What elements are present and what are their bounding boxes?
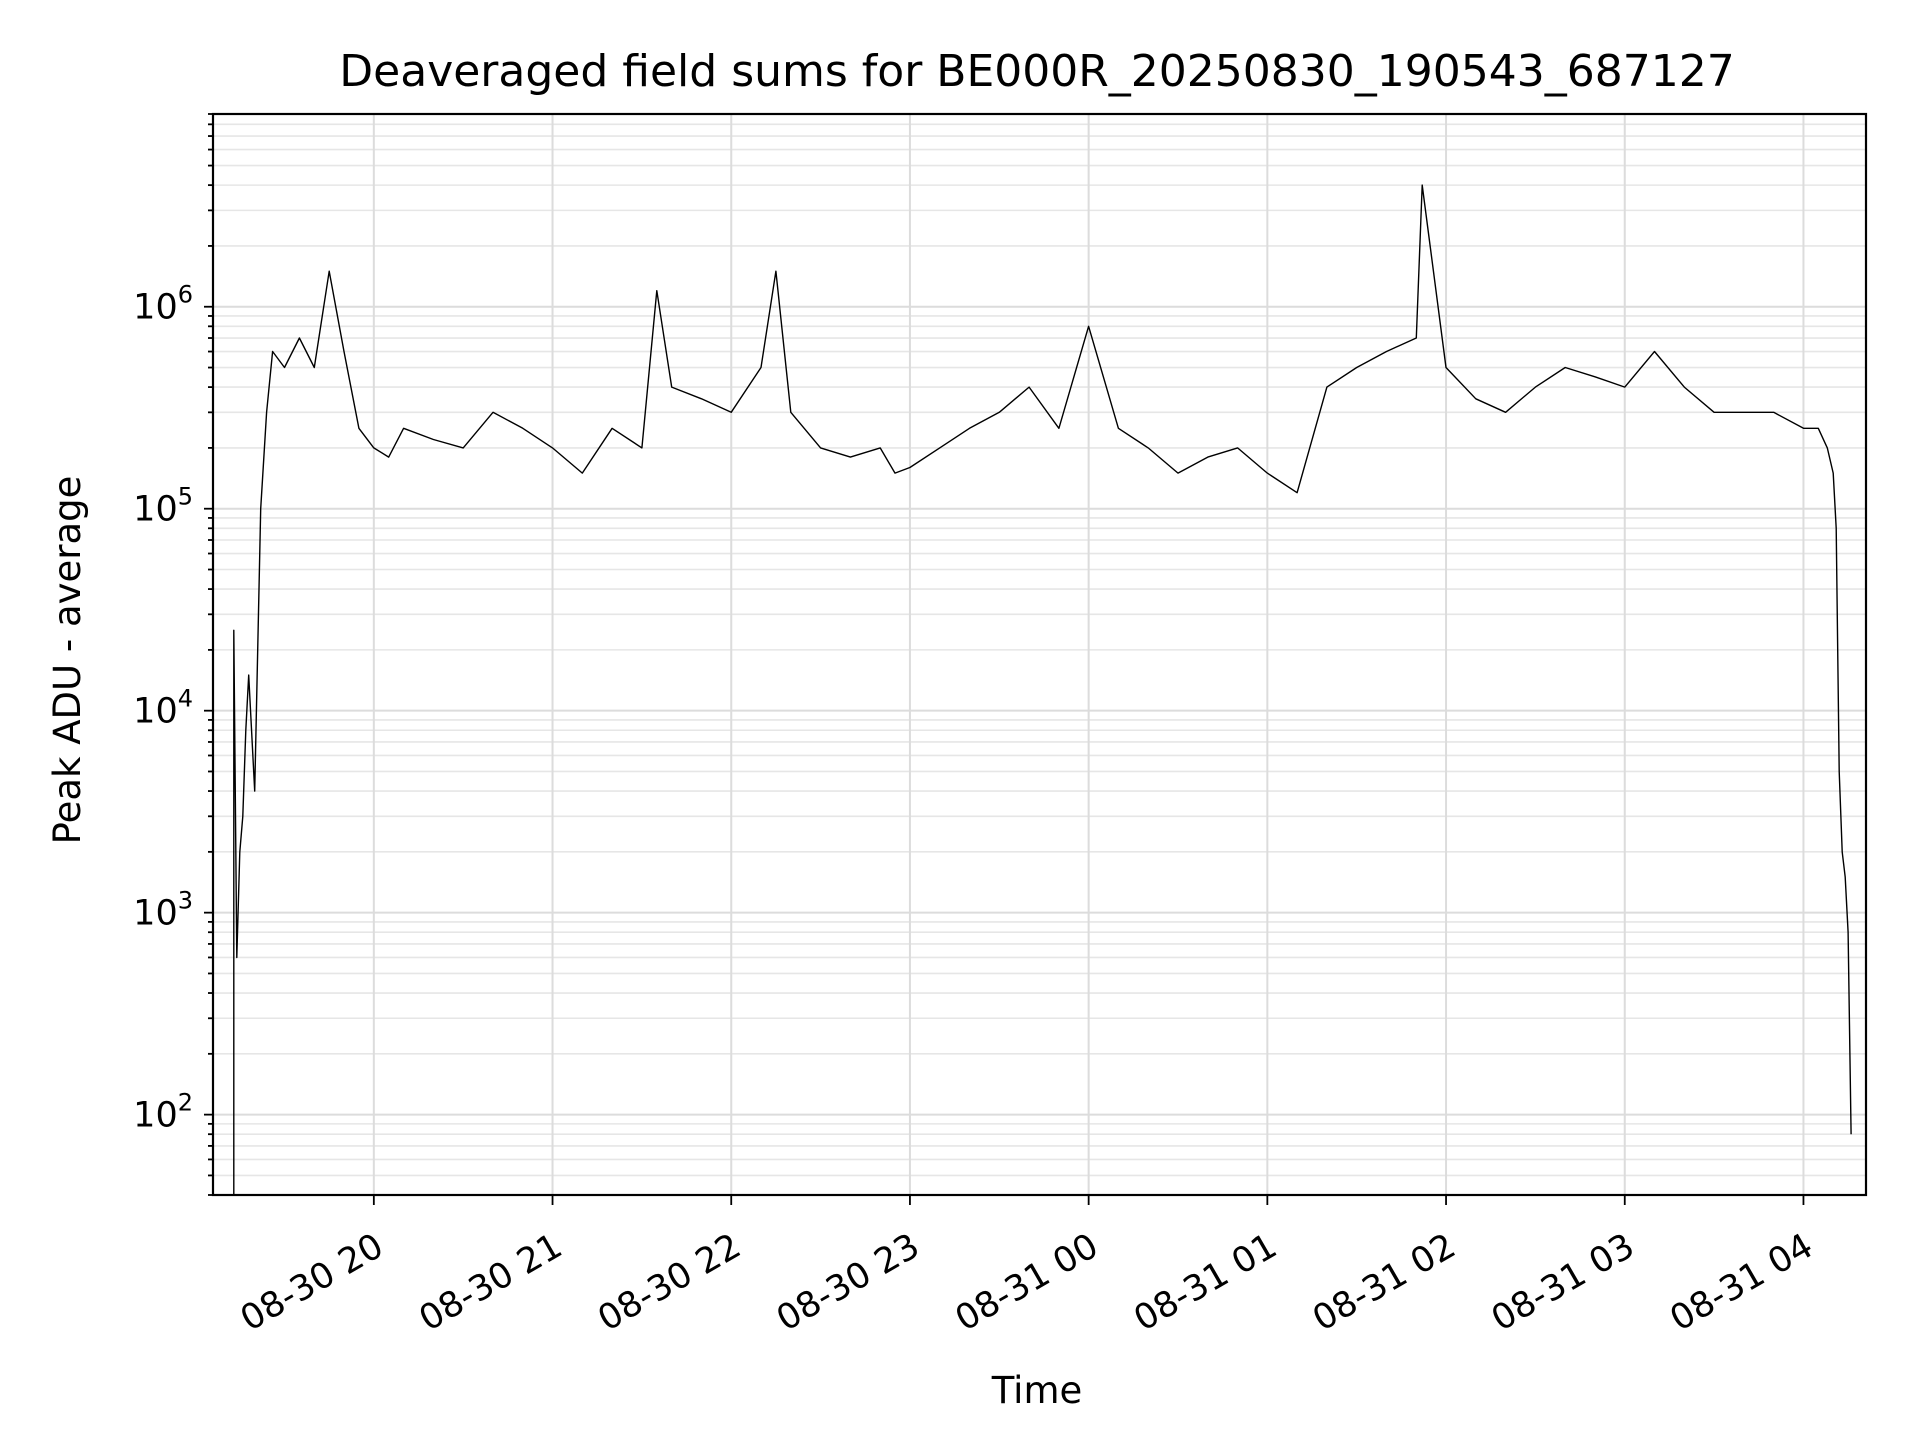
axes-frame bbox=[211, 112, 1868, 1197]
grid bbox=[213, 113, 1866, 1196]
plot-area bbox=[233, 184, 1852, 1195]
y-axis-label: Peak ADU - average bbox=[46, 476, 89, 845]
series-line-0 bbox=[233, 184, 1852, 1195]
x-axis-label: Time bbox=[991, 1369, 1083, 1412]
chart-title: Deaveraged field sums for BE000R_2025083… bbox=[339, 46, 1734, 97]
y-tick-label: 104 bbox=[133, 685, 193, 732]
y-tick-label: 102 bbox=[133, 1089, 193, 1136]
y-tick-label: 103 bbox=[133, 887, 193, 934]
y-tick-label: 105 bbox=[133, 483, 193, 530]
y-tick-label: 106 bbox=[133, 281, 193, 328]
